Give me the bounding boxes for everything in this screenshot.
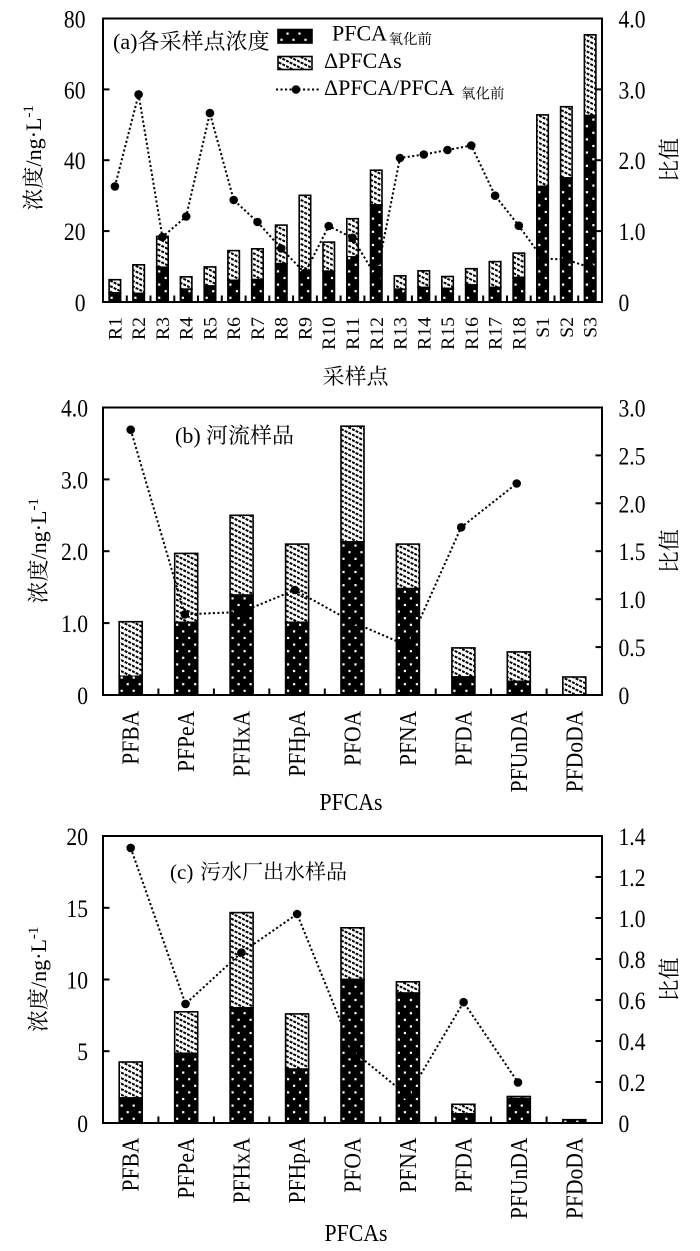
- svg-text:R8: R8: [273, 317, 293, 340]
- svg-text:1.5: 1.5: [619, 539, 646, 566]
- svg-text:0: 0: [77, 1111, 88, 1138]
- svg-text:PFBA: PFBA: [119, 710, 145, 765]
- svg-text:(b): (b): [175, 423, 201, 448]
- svg-text:R11: R11: [344, 317, 364, 350]
- svg-text:PFUnDA: PFUnDA: [507, 710, 533, 792]
- svg-text:S2: S2: [558, 317, 578, 338]
- svg-text:3.0: 3.0: [61, 467, 88, 494]
- svg-text:PFHxA: PFHxA: [230, 1137, 256, 1204]
- svg-text:R15: R15: [439, 317, 459, 350]
- svg-text:1.0: 1.0: [619, 587, 646, 614]
- svg-text:1.4: 1.4: [619, 824, 646, 851]
- svg-text:0.2: 0.2: [619, 1070, 646, 1097]
- svg-text:0.4: 0.4: [619, 1029, 646, 1056]
- svg-text:0: 0: [77, 683, 88, 710]
- svg-text:R17: R17: [487, 317, 507, 350]
- svg-text:1.2: 1.2: [619, 865, 646, 892]
- svg-text:R10: R10: [320, 317, 340, 350]
- svg-text:PFBA: PFBA: [119, 1137, 145, 1192]
- svg-text:PFDoDA: PFDoDA: [562, 710, 588, 792]
- svg-text:3.0: 3.0: [619, 396, 646, 423]
- svg-text:40: 40: [64, 148, 86, 175]
- svg-text:ΔPFCA/PFCA: ΔPFCA/PFCA: [324, 75, 454, 100]
- svg-text:15: 15: [66, 896, 88, 923]
- svg-text:2.5: 2.5: [619, 443, 646, 470]
- svg-text:/ng·L-1: /ng·L-1: [26, 927, 51, 988]
- svg-text:ΔPFCAs: ΔPFCAs: [324, 48, 402, 73]
- svg-text:5: 5: [77, 1039, 88, 1066]
- svg-text:PFDA: PFDA: [451, 710, 477, 766]
- svg-text:R4: R4: [178, 317, 198, 340]
- svg-text:1.0: 1.0: [619, 906, 646, 933]
- svg-text:0: 0: [619, 290, 630, 317]
- svg-text:PFNA: PFNA: [396, 1137, 422, 1193]
- svg-text:S3: S3: [582, 317, 602, 338]
- svg-text:4.0: 4.0: [619, 7, 646, 34]
- svg-text:S1: S1: [534, 317, 554, 338]
- svg-text:R13: R13: [392, 317, 412, 350]
- svg-text:PFOA: PFOA: [341, 710, 367, 766]
- svg-text:PFUnDA: PFUnDA: [507, 1137, 533, 1219]
- svg-text:PFDoDA: PFDoDA: [562, 1137, 588, 1219]
- svg-text:0: 0: [619, 683, 630, 710]
- svg-text:R7: R7: [249, 317, 269, 340]
- svg-text:0.6: 0.6: [619, 988, 646, 1015]
- svg-text:PFNA: PFNA: [396, 710, 422, 766]
- svg-text:R9: R9: [297, 317, 317, 340]
- svg-text:PFCAs: PFCAs: [325, 1221, 388, 1247]
- svg-text:R5: R5: [201, 317, 221, 340]
- svg-text:R16: R16: [463, 317, 483, 350]
- svg-text:(c): (c): [170, 860, 193, 884]
- svg-text:R12: R12: [368, 317, 388, 350]
- svg-text:PFOA: PFOA: [341, 1137, 367, 1193]
- svg-text:PFDA: PFDA: [451, 1137, 477, 1193]
- svg-text:R1: R1: [106, 317, 126, 340]
- svg-text:0.5: 0.5: [619, 635, 646, 662]
- svg-text:PFHpA: PFHpA: [285, 1137, 311, 1204]
- svg-text:2.0: 2.0: [61, 539, 88, 566]
- svg-text:3.0: 3.0: [619, 77, 646, 104]
- svg-text:0.8: 0.8: [619, 947, 646, 974]
- svg-text:(a): (a): [113, 29, 137, 54]
- svg-text:PFHpA: PFHpA: [285, 710, 311, 777]
- svg-text:10: 10: [66, 968, 88, 995]
- svg-text:R6: R6: [225, 317, 245, 340]
- svg-text:4.0: 4.0: [61, 396, 88, 423]
- svg-text:20: 20: [64, 219, 86, 246]
- svg-text:0: 0: [75, 290, 86, 317]
- svg-text:PFHxA: PFHxA: [230, 710, 256, 777]
- svg-text:1.0: 1.0: [619, 219, 646, 246]
- svg-text:R2: R2: [130, 317, 150, 340]
- svg-text:2.0: 2.0: [619, 491, 646, 518]
- svg-text:80: 80: [64, 7, 86, 34]
- svg-text:PFCA: PFCA: [332, 21, 387, 46]
- svg-text:PFPeA: PFPeA: [174, 1137, 200, 1199]
- svg-text:R14: R14: [415, 317, 435, 350]
- svg-text:R18: R18: [510, 317, 530, 350]
- svg-text:PFPeA: PFPeA: [174, 710, 200, 772]
- svg-text:60: 60: [64, 77, 86, 104]
- svg-text:0: 0: [619, 1111, 630, 1138]
- svg-text:PFCAs: PFCAs: [320, 790, 383, 816]
- svg-text:1.0: 1.0: [61, 611, 88, 638]
- svg-text:2.0: 2.0: [619, 148, 646, 175]
- svg-text:R3: R3: [154, 317, 174, 340]
- svg-text:20: 20: [66, 824, 88, 851]
